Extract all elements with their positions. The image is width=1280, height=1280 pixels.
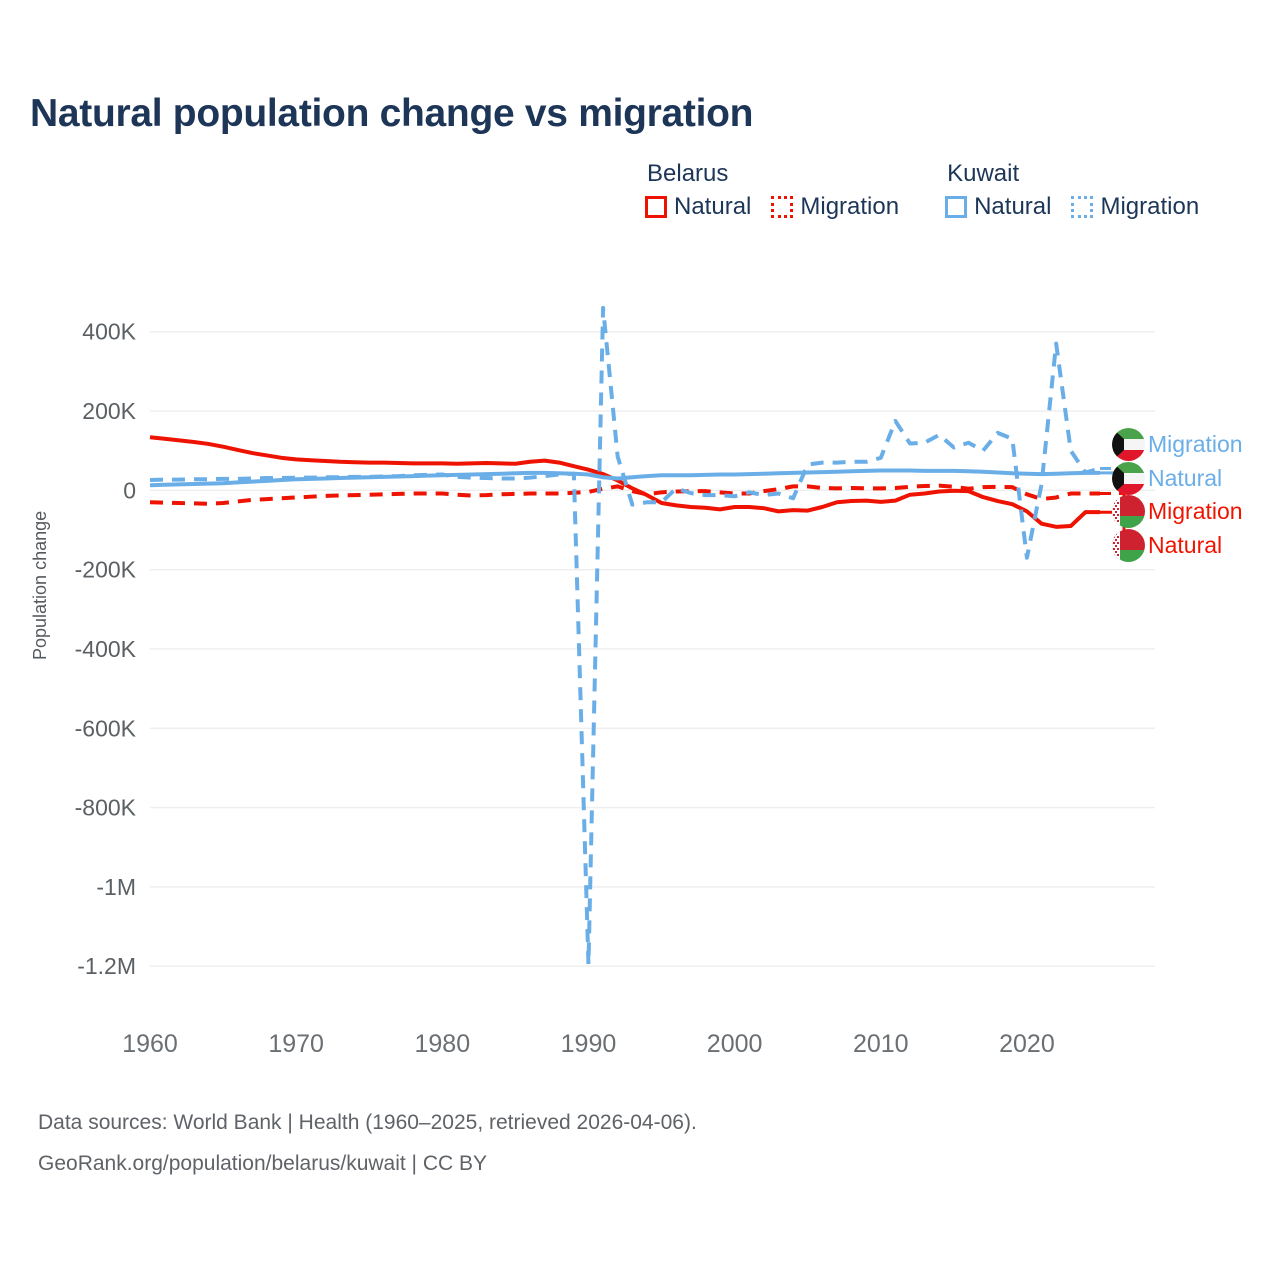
series-end-label: Migration [1148, 431, 1243, 457]
page-title: Natural population change vs migration [30, 92, 754, 135]
legend-item-label: Natural [974, 193, 1052, 220]
belarus-flag-icon [1112, 529, 1145, 562]
series-line [149, 305, 1101, 967]
legend-items: Natural Migration [645, 193, 899, 221]
legend-items: Natural Migration [945, 193, 1199, 221]
legend-item-belarus-natural[interactable]: Natural [645, 193, 751, 221]
y-tick-label: -400K [75, 636, 137, 662]
x-tick-label: 2010 [853, 1030, 909, 1058]
y-tick-label: -1.2M [77, 953, 136, 979]
y-tick-label: -800K [75, 795, 137, 821]
line-chart: 400K 200K 0 -200K -400K -600K -800K -1M -1.2M 19… [30, 305, 1155, 1058]
gridlines [150, 331, 1155, 967]
y-tick-label: 200K [82, 398, 136, 424]
footer-data-sources: Data sources: World Bank | Health (1960–… [38, 1111, 697, 1134]
belarus-flag-icon [1112, 495, 1145, 528]
legend-item-label: Migration [800, 193, 900, 220]
y-tick-label: -600K [75, 715, 137, 741]
legend-country-name: Belarus [647, 160, 729, 187]
series-end-label: Natural [1148, 465, 1223, 491]
x-tick-label: 2000 [707, 1030, 763, 1058]
legend-item-kuwait-migration[interactable]: Migration [1071, 193, 1199, 221]
series-line [149, 483, 1100, 506]
legend-swatch-solid-icon [945, 196, 968, 218]
legend-country-name: Kuwait [947, 160, 1020, 187]
legend-item-label: Natural [674, 193, 752, 220]
kuwait-flag-icon [1112, 462, 1145, 495]
kuwait-flag-icon [1112, 428, 1145, 461]
legend-group-belarus: Belarus Natural Migration [645, 160, 899, 221]
x-axis-ticks: 1960 1970 1980 1990 2000 2010 2020 [122, 1030, 1055, 1058]
x-tick-label: 1990 [561, 1030, 617, 1058]
legend-group-kuwait: Kuwait Natural Migration [945, 160, 1199, 221]
x-tick-label: 1980 [414, 1030, 470, 1058]
series-lines [149, 305, 1101, 967]
series-end-label: Natural [1148, 532, 1223, 558]
y-tick-label: 0 [123, 477, 136, 503]
legend-swatch-solid-icon [645, 196, 667, 218]
x-tick-label: 1970 [268, 1030, 324, 1058]
legend-swatch-dotted-icon [1071, 196, 1094, 218]
x-tick-label: 1960 [122, 1030, 178, 1058]
legend-item-kuwait-natural[interactable]: Natural [945, 193, 1051, 221]
legend-item-belarus-migration[interactable]: Migration [771, 193, 899, 221]
legend-swatch-dotted-icon [771, 196, 794, 218]
legend-item-label: Migration [1100, 193, 1200, 220]
series-end-label: Migration [1148, 498, 1243, 524]
chart-legend: Belarus Natural Migration Kuwait Natural [645, 160, 1199, 221]
y-tick-label: 400K [82, 319, 136, 345]
y-tick-label: -200K [75, 557, 137, 583]
y-axis-ticks: 400K 200K 0 -200K -400K -600K -800K -1M -1.2M [75, 319, 137, 979]
footer-attribution: GeoRank.org/population/belarus/kuwait | … [38, 1152, 488, 1175]
x-tick-label: 2020 [999, 1030, 1055, 1058]
y-axis-label: Population change [30, 511, 50, 660]
y-tick-label: -1M [96, 874, 136, 900]
